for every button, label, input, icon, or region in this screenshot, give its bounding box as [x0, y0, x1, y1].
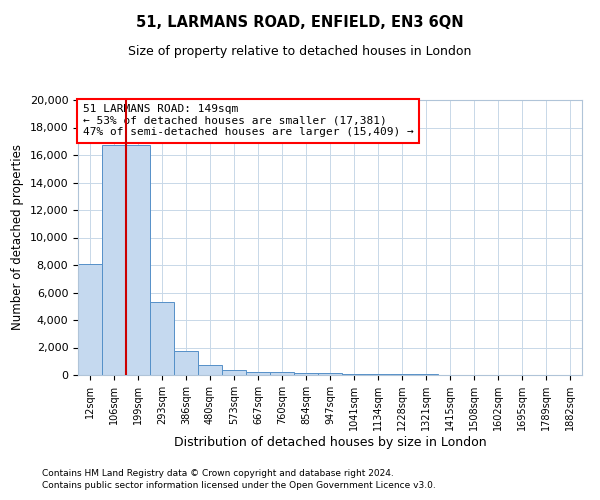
Bar [366, 374, 390, 375]
Text: 51 LARMANS ROAD: 149sqm
← 53% of detached houses are smaller (17,381)
47% of sem: 51 LARMANS ROAD: 149sqm ← 53% of detache… [83, 104, 414, 138]
Bar [222, 370, 246, 375]
Bar [78, 264, 102, 375]
Text: Size of property relative to detached houses in London: Size of property relative to detached ho… [128, 45, 472, 58]
Bar [174, 351, 198, 375]
Bar [294, 373, 318, 375]
Y-axis label: Number of detached properties: Number of detached properties [11, 144, 24, 330]
Bar [390, 374, 414, 375]
Bar [126, 146, 150, 375]
Bar [198, 366, 222, 375]
Bar [414, 374, 438, 375]
X-axis label: Distribution of detached houses by size in London: Distribution of detached houses by size … [173, 436, 487, 449]
Bar [150, 302, 174, 375]
Bar [102, 146, 126, 375]
Bar [270, 372, 294, 375]
Text: Contains HM Land Registry data © Crown copyright and database right 2024.: Contains HM Land Registry data © Crown c… [42, 468, 394, 477]
Bar [342, 374, 366, 375]
Bar [318, 374, 342, 375]
Bar [246, 372, 270, 375]
Text: 51, LARMANS ROAD, ENFIELD, EN3 6QN: 51, LARMANS ROAD, ENFIELD, EN3 6QN [136, 15, 464, 30]
Text: Contains public sector information licensed under the Open Government Licence v3: Contains public sector information licen… [42, 481, 436, 490]
